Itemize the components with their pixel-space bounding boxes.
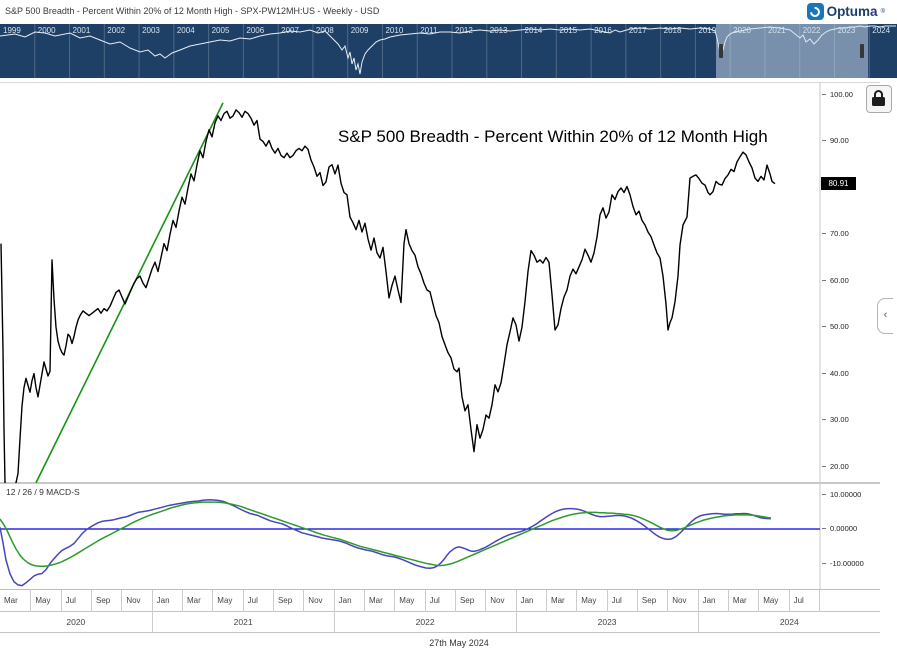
month-label: Mar — [545, 590, 576, 612]
month-label: Mar — [4, 596, 18, 605]
month-label: Sep — [636, 590, 667, 612]
chart-title-bar: S&P 500 Breadth - Percent Within 20% of … — [0, 0, 897, 23]
year-label: 2020 — [66, 617, 86, 627]
panel-collapse-button[interactable]: ‹ — [877, 298, 893, 334]
navigator-year-label: 2005 — [211, 26, 230, 35]
navigator-year-label: 2007 — [281, 26, 299, 35]
macd-axis-label: 0.00000 — [822, 524, 857, 533]
month-label: Mar — [181, 590, 212, 612]
price-axis-label: 20.00 — [822, 462, 849, 471]
breadth-line-series[interactable] — [0, 109, 776, 487]
last-price-label: 80.91 — [821, 177, 856, 190]
navigator-year-label: 2008 — [315, 26, 334, 35]
year-label: 2024 — [697, 612, 880, 632]
month-label: Sep — [454, 590, 485, 612]
macd-axis-label: -10.00000 — [822, 559, 864, 568]
last-date-label: 27th May 2024 — [429, 638, 489, 648]
optuma-logo-text: Optuma — [826, 4, 878, 19]
navigator-year-label: 2012 — [455, 26, 473, 35]
month-label: May — [212, 590, 242, 612]
navigator-left-handle[interactable] — [719, 44, 723, 58]
navigator-viewport[interactable] — [716, 24, 868, 78]
price-axis-label: 70.00 — [822, 229, 849, 238]
navigator-year-label: 2011 — [420, 26, 438, 35]
navigator-year-label: 2013 — [489, 26, 508, 35]
price-axis-label: 60.00 — [822, 276, 849, 285]
year-label: 2021 — [151, 612, 334, 632]
navigator-year-label: 2003 — [142, 26, 160, 35]
navigator-year-label: 2006 — [246, 26, 265, 35]
navigator-year-label: 2004 — [176, 26, 195, 35]
month-label: Jul — [788, 590, 819, 612]
macd-line[interactable] — [0, 498, 771, 587]
month-label: Jan — [151, 590, 182, 612]
macd-axis-label: 10.00000 — [822, 490, 861, 499]
navigator-year-label: 2019 — [698, 26, 717, 35]
month-cell-empty — [818, 590, 880, 612]
optuma-logo: Optuma ® — [806, 2, 885, 21]
navigator-year-label: 2001 — [72, 26, 91, 35]
navigator-right-handle[interactable] — [860, 44, 864, 58]
registered-mark: ® — [880, 8, 885, 15]
optuma-logo-icon — [806, 3, 824, 20]
navigator-year-label: 2010 — [385, 26, 404, 35]
navigator-year-label: 2015 — [559, 26, 578, 35]
month-label: May — [576, 590, 606, 612]
price-axis-label: 50.00 — [822, 322, 849, 331]
month-label: Jan — [515, 590, 546, 612]
axis-lock-button[interactable] — [866, 85, 892, 113]
navigator-year-label: 2024 — [872, 26, 891, 35]
navigator-year-label: 2017 — [628, 26, 647, 35]
navigator-year-label: 2016 — [594, 26, 612, 35]
month-label: May — [758, 590, 788, 612]
macd-tool-label: 12 / 26 / 9 MACD-S — [6, 487, 80, 497]
chart-annotation[interactable]: S&P 500 Breadth - Percent Within 20% of … — [338, 127, 768, 146]
month-label: Jul — [242, 590, 273, 612]
year-label: 2022 — [333, 612, 516, 632]
navigator-year-label: 2000 — [37, 26, 56, 35]
month-label: Nov — [667, 590, 697, 612]
navigator-year-label: 2014 — [524, 26, 543, 35]
price-axis-label: 40.00 — [822, 369, 849, 378]
chart-code-title: S&P 500 Breadth - Percent Within 20% of … — [5, 6, 380, 16]
year-label: 2023 — [515, 612, 698, 632]
navigator-year-label: 2002 — [107, 26, 126, 35]
month-label: Jan — [697, 590, 728, 612]
month-label: Nov — [485, 590, 515, 612]
date-range-navigator[interactable]: 1999 2000 2001 2002 2003 2004 2005 2006 2007 2008… — [0, 24, 897, 78]
month-label: Sep — [90, 590, 121, 612]
time-axis-years[interactable]: 2020 2021 2022 2023 2024 — [0, 612, 880, 633]
navigator-year-label: 1999 — [3, 26, 21, 35]
price-axis-label: 30.00 — [822, 415, 849, 424]
month-label: Jul — [60, 590, 91, 612]
month-label: May — [394, 590, 424, 612]
month-label: Mar — [727, 590, 758, 612]
price-axis-label: 100.00 — [822, 90, 853, 99]
month-label: Nov — [121, 590, 151, 612]
navigator-year-label: 2009 — [350, 26, 369, 35]
month-label: Jan — [333, 590, 364, 612]
month-label: May — [30, 590, 60, 612]
lock-icon — [873, 90, 883, 99]
price-axis-label: 90.00 — [822, 136, 849, 145]
navigator-year-label: 2018 — [663, 26, 682, 35]
month-label: Sep — [272, 590, 303, 612]
month-label: Jul — [606, 590, 637, 612]
time-axis-months[interactable]: Mar May Jul Sep Nov Jan Mar May Jul Sep Nov Jan Mar M… — [0, 589, 880, 612]
month-label: Jul — [424, 590, 455, 612]
chart-canvas[interactable] — [0, 82, 880, 633]
month-label: Nov — [303, 590, 333, 612]
month-label: Mar — [363, 590, 394, 612]
signal-line[interactable] — [0, 501, 772, 568]
